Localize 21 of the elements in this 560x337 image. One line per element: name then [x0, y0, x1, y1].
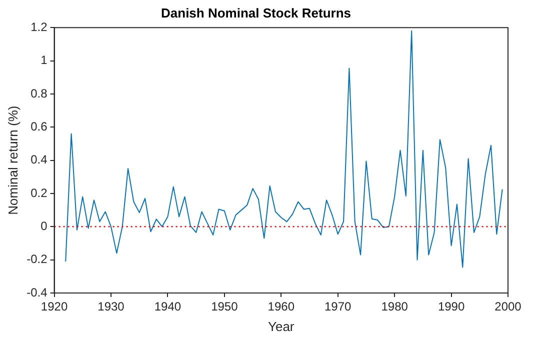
- y-tick-label: 1: [40, 53, 48, 68]
- x-tick-label: 1920: [40, 300, 68, 314]
- y-tick-label: -0.2: [26, 252, 48, 266]
- x-axis-title: Year: [268, 318, 295, 334]
- y-tick-label: -0.4: [26, 285, 48, 300]
- x-tick-label: 1950: [211, 300, 238, 314]
- x-tick-label: 1980: [381, 300, 408, 314]
- x-tick-label: 1940: [154, 300, 182, 314]
- y-axis-title: Nominal return (%): [5, 106, 20, 215]
- y-tick-label: 0.6: [30, 119, 48, 134]
- chart-title: Danish Nominal Stock Returns: [161, 5, 351, 20]
- x-tick-label: 1960: [268, 300, 295, 314]
- y-tick-label: 0.2: [30, 186, 48, 200]
- y-tick-label: 0: [40, 218, 48, 233]
- x-tick-label: 1970: [324, 300, 352, 314]
- x-tick-label: 1990: [438, 300, 465, 314]
- x-tick-label: 2000: [494, 300, 522, 314]
- y-tick-label: 0.4: [30, 152, 48, 167]
- y-tick-label: 1.2: [30, 20, 48, 34]
- y-tick-label: 0.8: [30, 86, 48, 100]
- x-tick-label: 1930: [98, 300, 125, 314]
